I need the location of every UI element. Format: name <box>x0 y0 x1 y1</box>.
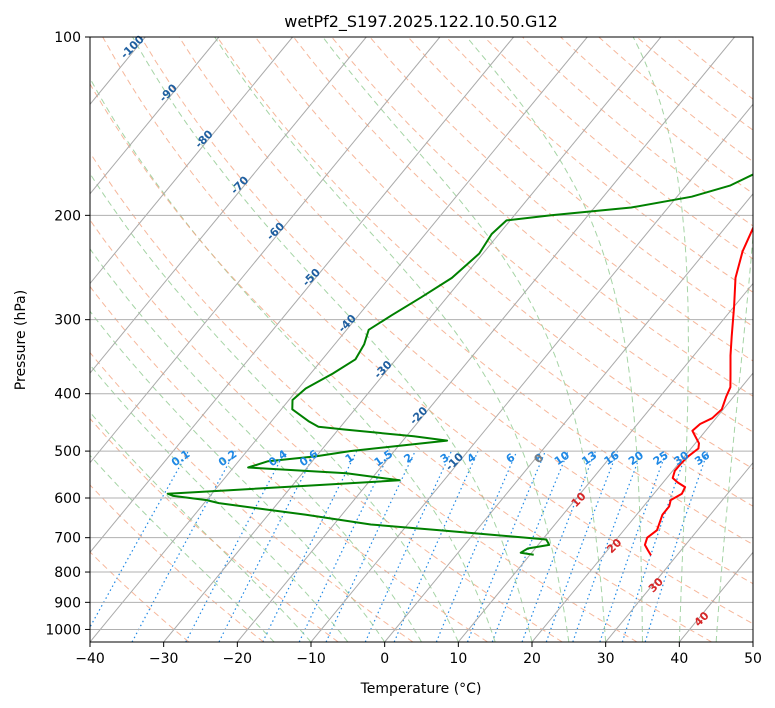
isotherm-line <box>457 282 753 642</box>
y-axis-ticks: 100 200 300 400 500 600 700 800 900 1000 <box>45 30 90 638</box>
x-axis-ticks: −40 −30 −20 −10 0 10 20 30 40 50 <box>75 642 762 667</box>
y-tick-label: 900 <box>54 595 81 611</box>
isotherms <box>90 37 753 642</box>
y-tick-label: 200 <box>54 208 81 224</box>
dry-adiabat <box>254 37 753 470</box>
isotherm-line <box>384 193 753 642</box>
isotherm-line <box>90 37 588 642</box>
x-tick-label: 20 <box>523 651 541 667</box>
isotherm-line <box>163 37 662 642</box>
moist-adiabat <box>466 37 643 642</box>
moist-adiabat <box>90 172 459 642</box>
moist-adiabat <box>90 364 349 642</box>
dry-adiabat <box>90 351 414 642</box>
dry-adiabat <box>216 37 753 507</box>
dry-adiabat <box>90 151 638 642</box>
isotherm-line <box>310 103 753 642</box>
isotherm-line <box>90 37 367 374</box>
mixing-ratio-line <box>325 450 416 642</box>
y-tick-label: 400 <box>54 387 81 403</box>
y-tick-label: 600 <box>54 491 81 507</box>
dry-adiabat <box>293 37 753 433</box>
x-tick-label: 30 <box>597 651 615 667</box>
dry-adiabat <box>90 83 712 642</box>
moist-adiabat <box>90 77 496 642</box>
isotherm-line <box>90 37 514 554</box>
dewpoint-profile-line <box>166 173 753 556</box>
dry-adiabat <box>90 484 264 642</box>
moist-adiabat <box>90 248 422 642</box>
x-tick-label: 10 <box>449 651 467 667</box>
x-tick-label: 50 <box>744 651 762 667</box>
isotherm-line <box>90 37 441 464</box>
x-tick-label: −30 <box>149 651 179 667</box>
x-tick-label: −10 <box>296 651 326 667</box>
mixing-ratio-line <box>262 450 358 642</box>
dry-adiabat <box>90 219 563 642</box>
x-tick-label: −40 <box>75 651 105 667</box>
moist-adiabat <box>214 37 570 642</box>
isotherm-line <box>236 37 735 642</box>
x-axis-label: Temperature (°C) <box>360 681 482 697</box>
isotherm-line <box>531 372 753 642</box>
pressure-gridlines <box>90 37 753 630</box>
mixing-ratio-line <box>621 450 688 642</box>
moist-adiabat <box>132 37 533 642</box>
x-tick-label: 0 <box>380 651 389 667</box>
moist-adiabat <box>715 230 753 642</box>
isotherm-line <box>90 37 220 195</box>
y-axis-label: Pressure (hPa) <box>13 290 29 390</box>
y-tick-label: 1000 <box>45 622 81 638</box>
y-tick-label: 300 <box>54 313 81 329</box>
dry-adiabat <box>90 417 339 642</box>
chart-title: wetPf2_S197.2025.122.10.50.G12 <box>284 12 558 32</box>
dry-adiabat <box>331 37 753 397</box>
mixing-ratio-line <box>491 450 569 642</box>
isotherm-line <box>605 461 753 642</box>
y-tick-label: 700 <box>54 531 81 547</box>
dry-adiabats <box>90 37 753 642</box>
plot-frame <box>89 36 754 643</box>
isotherm-line <box>90 37 293 285</box>
y-tick-label: 800 <box>54 565 81 581</box>
y-tick-label: 100 <box>54 30 81 46</box>
dry-adiabat <box>369 37 753 362</box>
temperature-profile-line <box>643 225 753 556</box>
moist-adiabat <box>322 37 607 642</box>
mixing-ratio-line <box>298 450 392 642</box>
dry-adiabat <box>90 285 488 642</box>
series-lines <box>166 173 753 556</box>
x-tick-label: −20 <box>223 651 253 667</box>
x-tick-label: 40 <box>670 651 688 667</box>
y-tick-label: 500 <box>54 444 81 460</box>
mixing-ratio-line <box>521 450 597 642</box>
dry-adiabat <box>90 551 190 642</box>
mixing-ratio-line <box>599 450 668 642</box>
